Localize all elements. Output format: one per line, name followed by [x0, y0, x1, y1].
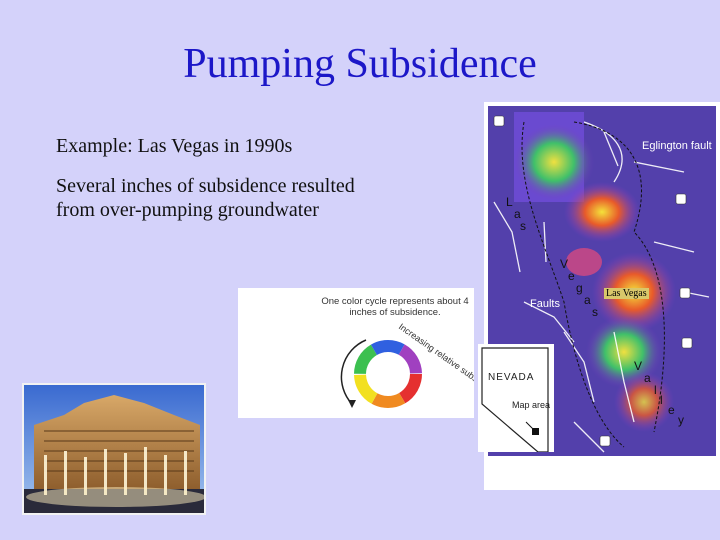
- example-text: Example: Las Vegas in 1990s: [56, 135, 293, 157]
- las-vegas-label: Las Vegas: [604, 288, 649, 299]
- nevada-locator: NEVADA Map area: [478, 344, 554, 453]
- valley-letter: y: [678, 413, 684, 427]
- valley-letter: e: [668, 403, 675, 417]
- valley-letter: e: [568, 269, 575, 283]
- eglington-fault-label: Eglington fault: [642, 140, 712, 152]
- valley-letter: l: [660, 393, 663, 407]
- valley-letter: s: [520, 219, 526, 233]
- legend-description: One color cycle represents about 4 inche…: [321, 296, 469, 318]
- color-cycle-legend: One color cycle represents about 4 inche…: [238, 288, 474, 418]
- color-wheel-icon: Increasing relative subsidence: [340, 321, 474, 408]
- valley-letter: V: [634, 359, 642, 373]
- valley-letter: L: [506, 195, 513, 209]
- valley-letter: a: [644, 371, 651, 385]
- valley-letter: V: [560, 257, 568, 271]
- valley-letter: s: [592, 305, 598, 319]
- faults-label: Faults: [530, 298, 560, 310]
- nevada-outline-icon: [481, 347, 549, 453]
- slide-body: Example: Las Vegas in 1990s Several inch…: [56, 134, 386, 238]
- nevada-label: NEVADA: [488, 372, 535, 383]
- valley-letter: l: [654, 383, 657, 397]
- map-image: L a s V e g a s V a l l e y: [488, 106, 716, 456]
- hotel-photo-image: [24, 385, 204, 513]
- valley-letter: a: [514, 207, 521, 221]
- description-text: Several inches of subsidence resulted fr…: [56, 175, 355, 221]
- map-area-label: Map area: [512, 400, 551, 410]
- hotel-fountain-photo: [22, 383, 206, 515]
- slide-title: Pumping Subsidence: [183, 41, 537, 87]
- valley-letter: a: [584, 293, 591, 307]
- subsidence-map: L a s V e g a s V a l l e y Eglington fa…: [484, 102, 720, 490]
- valley-letter: g: [576, 281, 583, 295]
